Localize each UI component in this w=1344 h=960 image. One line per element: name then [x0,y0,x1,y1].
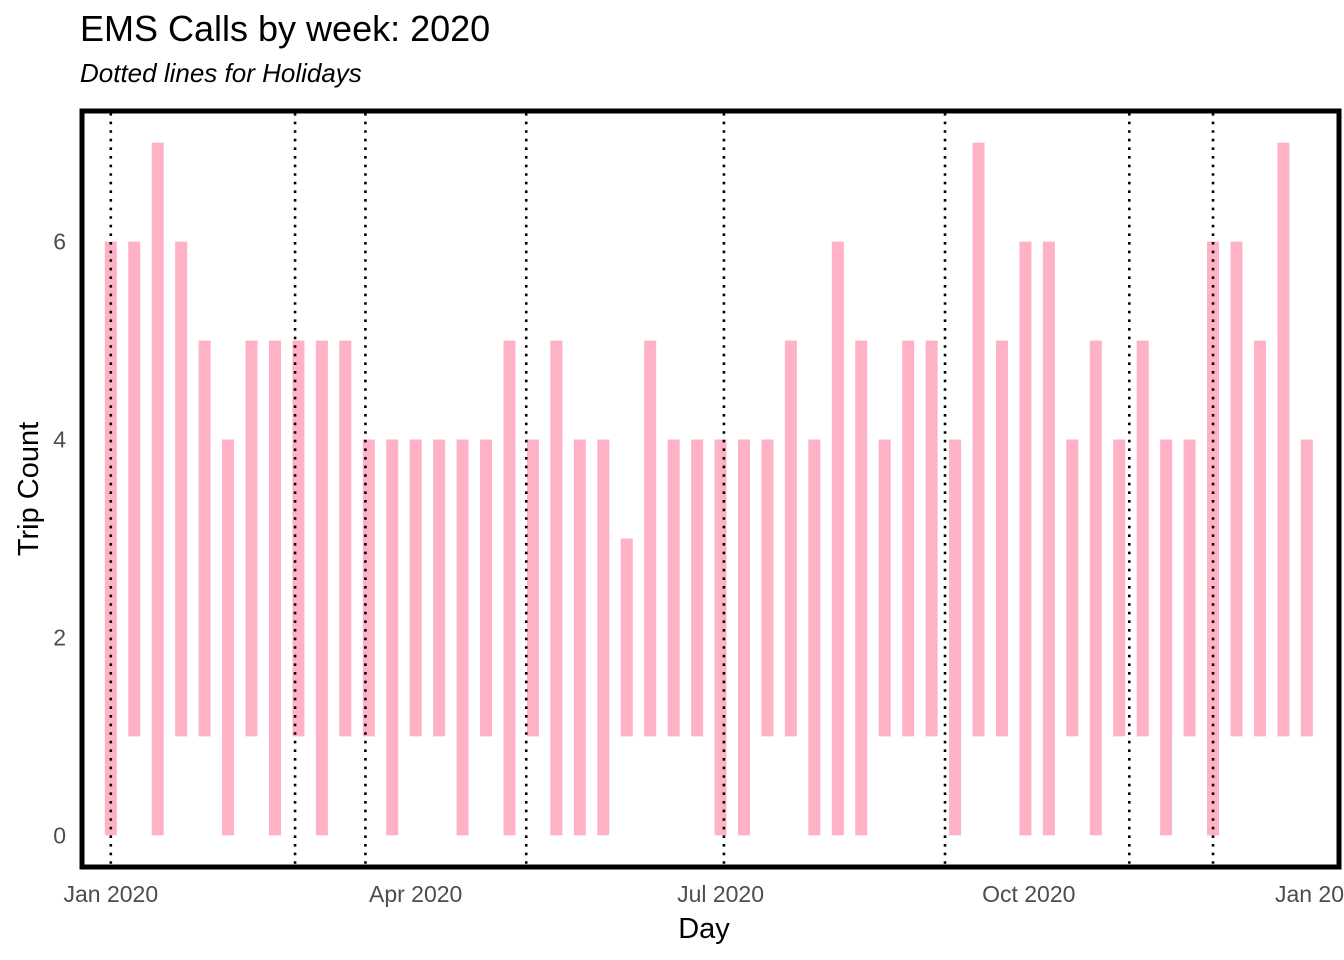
series-0-point-22 [620,538,633,737]
x-axis-title: Day [678,913,730,945]
series-0-point-1 [128,241,141,737]
series-0-point-25 [691,439,704,737]
series-0-point-34 [902,340,915,737]
series-0-point-28 [761,439,774,737]
series-0-point-29 [784,340,797,737]
series-0-point-47 [1207,241,1220,836]
series-0-point-4 [198,340,211,737]
series-0-point-2 [151,142,164,836]
series-0-point-10 [339,340,352,737]
series-0-point-21 [597,439,610,836]
series-0-point-41 [1066,439,1079,737]
y-tick-label-2: 4 [53,427,66,453]
x-tick-label-3: Oct 2020 [982,881,1075,907]
series-0-point-24 [667,439,680,737]
y-tick-label-1: 2 [53,624,66,650]
series-0-point-48 [1230,241,1243,737]
series-0-point-40 [1042,241,1055,836]
series-0-point-49 [1253,340,1266,737]
series-0-point-50 [1277,142,1290,737]
x-tick-label-1: Apr 2020 [369,881,462,907]
x-tick-label-2: Jul 2020 [677,881,764,907]
x-tick-label-4: Jan 20 [1275,881,1344,907]
series-0-point-7 [268,340,281,836]
chart-title: EMS Calls by week: 2020 [80,8,491,49]
series-0-point-36 [949,439,962,836]
series-0-point-8 [292,340,305,737]
series-0-point-38 [995,340,1008,737]
series-layer [104,142,1313,836]
series-0-point-19 [550,340,563,836]
series-0-point-42 [1089,340,1102,836]
series-0-point-32 [855,340,868,836]
series-0-point-27 [738,439,750,836]
series-0-point-33 [878,439,891,737]
series-0-point-13 [409,439,422,737]
series-0-point-9 [315,340,328,836]
series-0-point-30 [808,439,821,836]
y-tick-label-3: 6 [53,229,66,255]
series-0-point-23 [644,340,657,737]
chart-subtitle: Dotted lines for Holidays [80,58,362,88]
series-0-point-35 [925,340,938,737]
series-0-point-37 [972,142,985,737]
series-0-point-44 [1136,340,1149,737]
series-0-point-11 [362,439,375,737]
series-0-point-26 [714,439,727,836]
x-axis: Jan 2020 Apr 2020 Jul 2020 Oct 2020 Jan 20 [63,881,1344,907]
series-0-point-18 [526,439,539,737]
series-0-point-46 [1183,439,1196,737]
series-0-point-51 [1300,439,1313,737]
series-0-point-43 [1113,439,1126,737]
y-tick-label-0: 0 [53,822,66,848]
y-axis: 0 2 4 6 [53,229,66,849]
series-0-point-3 [175,241,188,737]
series-0-point-12 [386,439,399,836]
y-axis-title: Trip Count [13,422,45,556]
series-0-point-31 [831,241,844,836]
series-0-point-39 [1019,241,1032,836]
series-0-point-16 [480,439,493,737]
series-0-point-5 [222,439,235,836]
series-0-point-17 [503,340,516,836]
series-0-point-20 [573,439,586,836]
series-0-point-0 [104,241,117,836]
series-0-point-14 [433,439,446,737]
series-0-point-45 [1160,439,1173,836]
series-0-point-15 [456,439,469,836]
series-0-point-6 [245,340,258,737]
plot-panel-border [79,108,1342,870]
x-tick-label-0: Jan 2020 [63,881,158,907]
